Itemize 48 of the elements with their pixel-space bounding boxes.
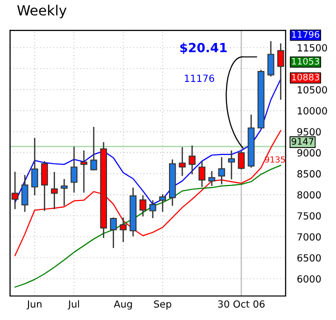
candlestick [41, 160, 48, 212]
candlestick [60, 178, 68, 206]
text: 10883 [292, 74, 320, 81]
x-tick-label: Jul [68, 300, 79, 310]
candlestick [228, 150, 235, 180]
y-tick-label: 11500 [298, 44, 327, 52]
candlestick [21, 174, 28, 212]
candlestick [139, 194, 146, 218]
candlestick [149, 200, 156, 219]
candlestick [12, 171, 18, 210]
y-tick-label: 7500 [298, 212, 321, 220]
candlestick [178, 146, 186, 177]
ref-line-label: 9147 [292, 138, 314, 145]
candlestick [70, 146, 78, 194]
y-tick-label: 10500 [298, 86, 327, 94]
line-series [14, 164, 282, 288]
x-tick-label: 30 Oct 06 [218, 300, 265, 308]
candlestick [159, 194, 166, 212]
candlestick [277, 42, 284, 100]
candlestick [188, 144, 196, 175]
y-tick-label: 7000 [298, 233, 321, 241]
candlestick [50, 171, 58, 210]
y-tick-label: 8500 [297, 170, 321, 178]
candlestick [208, 170, 216, 187]
x-tick-label: Aug [114, 300, 132, 310]
candlestick [198, 160, 206, 188]
x-tick-label: Jun [26, 300, 42, 310]
y-tick-label: 6500 [297, 254, 321, 262]
candlestick [90, 126, 98, 171]
y-tick-label: 10000 [298, 107, 327, 114]
candlestick [80, 150, 88, 194]
text: 11796 [292, 30, 320, 38]
candlestick [238, 150, 245, 170]
candlestick [31, 137, 38, 196]
y-tick-label: 9000 [297, 149, 321, 157]
text: 11053 [292, 58, 320, 65]
candlestick [218, 156, 226, 185]
annotation: 11176 [184, 74, 214, 82]
chart-title: Weekly [17, 4, 67, 18]
annotation: 9135 [264, 156, 285, 163]
y-tick-label: 8000 [297, 191, 321, 199]
candlestick [110, 216, 117, 249]
candlestick [120, 216, 127, 243]
candlestick [267, 40, 274, 78]
y-tick-label: 6000 [297, 275, 321, 283]
annotation: $20.41 [180, 42, 227, 54]
x-tick-label: Sep [154, 300, 172, 310]
y-tick-label: 9500 [297, 128, 321, 136]
